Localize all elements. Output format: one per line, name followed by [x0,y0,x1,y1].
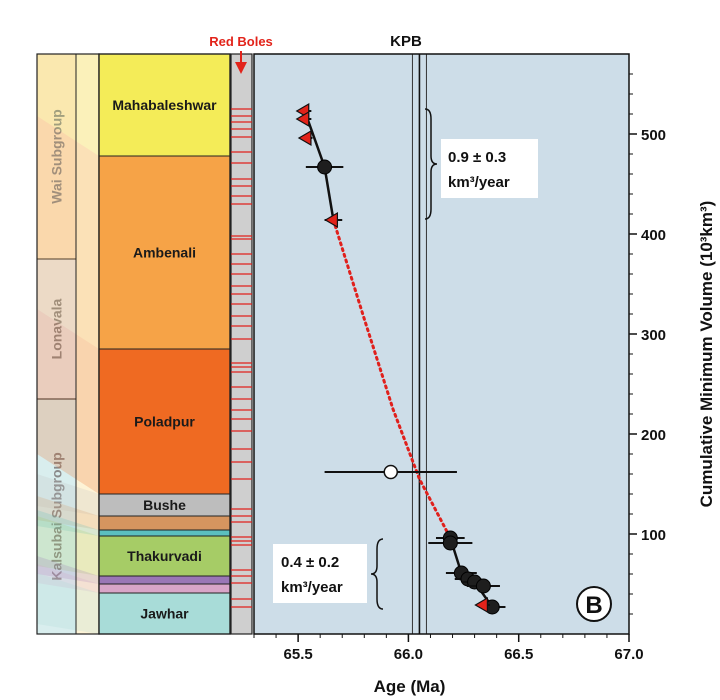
formation-ribbon [37,496,99,530]
formation-band [98,515,231,531]
y-tick-label: 400 [641,227,666,244]
rate-unit-upper: km³/year [448,174,510,191]
rate-value-upper: 0.9 ± 0.3 [448,149,506,166]
data-point [442,535,458,551]
rate-box-upper [441,139,538,198]
formation-band [98,592,231,635]
rate-box-lower [273,544,367,603]
y-tick-label: 300 [641,327,666,344]
formation-band [98,529,231,537]
formation-label: Jawhar [140,606,189,622]
rate-value-lower: 0.4 ± 0.2 [281,554,339,571]
x-tick-label: 66.0 [394,646,423,663]
data-point [317,159,333,175]
subgroup-label: Wai Subgroup [49,109,65,203]
plot-frame [253,53,630,635]
brace-upper [424,108,438,220]
x-tick-label: 67.0 [614,646,643,663]
formation-ribbon [37,309,99,494]
formation-label: Bushe [143,497,186,513]
annotations: Red Boles KPB 0.9 ± 0.3 km³/year 0.4 ± 0.2 km… [209,33,612,622]
formation-label: Mahabaleshwar [112,97,217,113]
data-markers [295,102,506,615]
formation-label: Poladpur [134,414,195,430]
red-boles-label: Red Boles [209,34,273,49]
y-axis-title: Cumulative Minimum Volume (10³km³) [697,201,716,508]
brace-lower [370,538,384,610]
formation-band [98,348,231,495]
data-point-triangle [295,110,310,128]
y-tick-label: 100 [641,527,666,544]
panel-label-circle [576,586,612,622]
x-axis-title: Age (Ma) [374,677,446,696]
kpb-lines [411,54,427,634]
formation-ribbon [37,556,99,584]
red-boles-column [230,53,253,635]
formation-band [98,575,231,585]
data-point-triangle [297,129,312,147]
y-tick-label: 500 [641,127,666,144]
panel-label: B [585,592,602,619]
formation-ribbon [37,474,99,516]
data-point-open [383,464,399,480]
kpb-label: KPB [390,33,422,50]
subgroup-label: Lonavala [49,298,65,359]
rate-braces [370,108,438,610]
x-tick-label: 65.5 [284,646,313,663]
formation-ribbon [37,54,99,156]
formation-band [98,583,231,594]
formation-ribbon [37,564,99,593]
y-tick-label: 200 [641,427,666,444]
stratigraphic-column: Wai Subgroup Lonavala Kalsubai Subgroup Mah… [36,53,231,635]
subgroup-band [36,53,77,260]
data-point-triangle [324,211,339,229]
axes: 65.5 66.0 66.5 67.0 100 200 300 400 500 Age (Ma) C… [253,73,716,696]
dotted-connector [331,218,452,540]
subgroup-label: Kalsubai Subgroup [49,452,65,580]
formation-ribbon [37,573,99,634]
formation-label: Ambenali [133,245,196,261]
data-point [475,578,491,594]
data-point-triangle [474,596,489,614]
red-boles-bar [230,53,253,635]
x-tick-label: 66.5 [504,646,533,663]
red-boles-arrow-head [235,62,247,74]
rate-unit-lower: km³/year [281,579,343,596]
formation-ribbon [37,116,99,349]
formation-label: Thakurvadi [127,548,202,564]
formation-band [98,53,231,157]
thin-column-bg [76,54,99,634]
formation-ribbon [37,516,99,576]
formation-ribbon [37,510,99,536]
formation-column-frame [98,53,231,635]
